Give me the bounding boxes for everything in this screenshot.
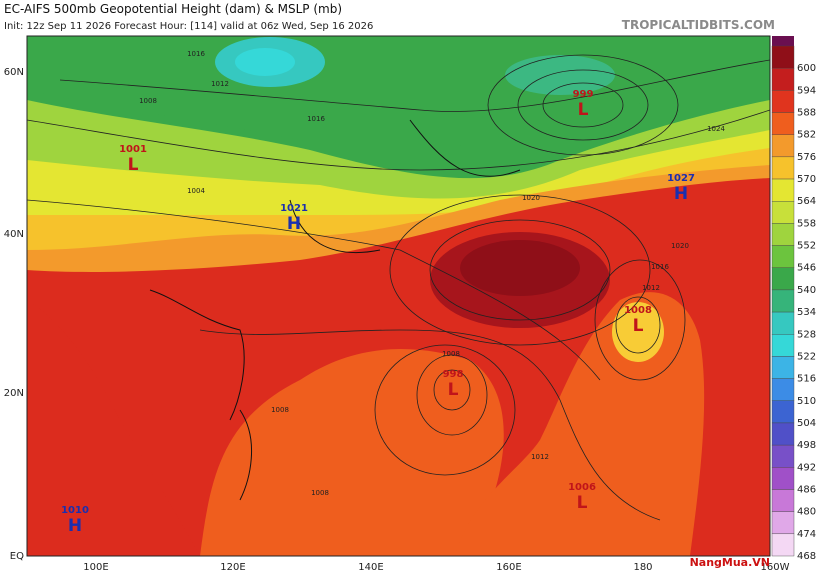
contour-label: 1004 [187,187,205,195]
colorbar-swatch [771,422,795,446]
pressure-letter: L [633,316,644,336]
colorbar-label: 570 [797,174,816,185]
colorbar-label: 474 [797,529,816,540]
colorbar-label: 558 [797,218,816,229]
colorbar-label: 534 [797,307,816,318]
contour-label: 1024 [707,125,725,133]
colorbar-swatch [771,90,795,113]
colorbar-swatch [771,444,795,468]
colorbar-swatch [771,378,795,401]
colorbar-swatch [771,45,795,69]
contour-label: 1008 [442,350,460,358]
colorbar-label: 600 [797,63,816,74]
colorbar-label: 480 [797,507,816,518]
colorbar-label: 516 [797,374,816,385]
pressure-value: 999 [573,89,594,100]
colorbar: 600 594 588 582 576 570 564 558 552 546 540 534 528 5… [771,36,816,562]
lon-label: 160W [761,562,790,573]
pressure-letter: L [448,380,459,400]
colorbar-label: 510 [797,396,816,407]
pressure-letter: H [674,184,688,204]
pressure-value: 1027 [667,173,695,184]
pressure-letter: L [577,493,588,513]
colorbar-swatch [771,311,795,335]
colorbar-swatch [771,400,795,424]
colorbar-swatch [771,178,795,202]
pressure-value: 1006 [568,482,596,493]
colorbar-label: 486 [797,484,816,495]
contour-label: 1012 [531,453,549,461]
colorbar-label: 582 [797,130,816,141]
contour-label: 1016 [651,263,669,271]
colorbar-swatch [771,134,795,158]
colorbar-label: 468 [797,551,816,562]
lon-label: 180 [633,562,652,573]
pressure-letter: L [578,100,589,120]
colorbar-swatch [771,201,795,224]
pressure-value: 1010 [61,505,89,516]
colorbar-swatch [771,156,795,180]
contour-label: 1016 [307,115,325,123]
colorbar-label: 528 [797,329,816,340]
colorbar-swatch [771,533,795,557]
contour-label: 1008 [311,489,329,497]
colorbar-swatch [771,489,795,512]
contour-label: 1012 [642,284,660,292]
colorbar-label: 576 [797,152,816,163]
contour-label: 1020 [671,242,689,250]
contour-label: 1008 [271,406,289,414]
colorbar-label: 504 [797,418,816,429]
colorbar-label: 540 [797,285,816,296]
pressure-value: 1001 [119,144,147,155]
attribution: TROPICALTIDBITS.COM [622,18,775,32]
lon-label: 160E [496,562,521,573]
colorbar-label: 564 [797,196,816,207]
lon-label: 100E [83,562,108,573]
title: EC-AIFS 500mb Geopotential Height (dam) … [4,2,342,16]
pressure-letter: L [128,155,139,175]
colorbar-label: 588 [797,108,816,119]
lat-label: 20N [4,388,24,399]
colorbar-swatch [771,511,795,535]
run-info: Init: 12z Sep 11 2026 Forecast Hour: [11… [4,21,373,32]
colorbar-swatch [771,245,795,268]
colorbar-label: 498 [797,440,816,451]
pressure-letter: H [68,516,82,536]
contour-label: 1020 [522,194,540,202]
contour-label: 1012 [211,80,229,88]
lon-label: 140E [358,562,383,573]
colorbar-label: 552 [797,241,816,252]
pressure-value: 1008 [624,305,652,316]
lat-label: 40N [4,229,24,240]
colorbar-swatch [771,67,795,91]
colorbar-cap [772,36,794,46]
contour-label: 1008 [139,97,157,105]
colorbar-label: 492 [797,462,816,473]
pressure-value: 1021 [280,203,308,214]
colorbar-swatch [771,267,795,291]
colorbar-label: 546 [797,263,816,274]
colorbar-label: 594 [797,85,816,96]
pressure-value: 998 [443,369,464,380]
colorbar-swatch [771,334,795,357]
lon-label: 120E [220,562,245,573]
watermark: NangMua.VN [690,556,770,569]
colorbar-swatch [771,289,795,313]
map-frame [26,35,771,557]
colorbar-swatch [771,356,795,379]
contour-label: 1016 [187,50,205,58]
colorbar-swatch [771,112,795,135]
colorbar-label: 522 [797,351,816,362]
colorbar-swatch [771,467,795,490]
lat-label: EQ [10,551,24,562]
pressure-letter: H [287,214,301,234]
lat-label: 60N [4,67,24,78]
map-field [27,36,770,556]
colorbar-swatch [771,223,795,246]
